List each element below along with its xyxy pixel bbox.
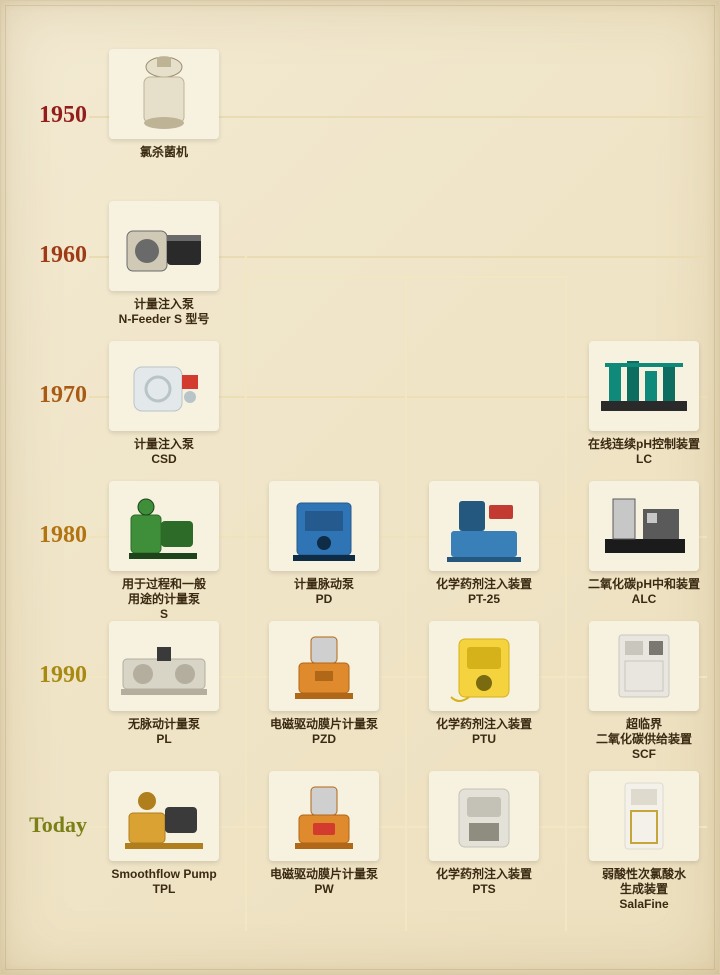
timeline-vline	[565, 276, 567, 931]
product-caption: 无脉动计量泵PL	[89, 717, 239, 747]
year-label: 1950	[17, 102, 87, 129]
product-image	[109, 201, 219, 291]
year-label: Today	[17, 812, 87, 838]
product-image	[269, 621, 379, 711]
product-card: 用于过程和一般用途的计量泵S	[89, 481, 239, 622]
timeline-vline	[405, 276, 407, 931]
timeline-page: 1950 1960 1970 1980 1990 Today 氯杀菌机计量注入泵N-Feed…	[0, 0, 720, 975]
product-card: Smoothflow PumpTPL	[89, 771, 239, 897]
product-card: 化学药剂注入装置PTU	[409, 621, 559, 747]
product-caption: 氯杀菌机	[89, 145, 239, 160]
product-image	[429, 481, 539, 571]
product-caption: 计量注入泵N-Feeder S 型号	[89, 297, 239, 327]
product-caption: 二氧化碳pH中和装置ALC	[569, 577, 719, 607]
product-caption: 化学药剂注入装置PT-25	[409, 577, 559, 607]
product-image	[589, 621, 699, 711]
product-image	[269, 771, 379, 861]
product-image	[589, 481, 699, 571]
product-card: 电磁驱动膜片计量泵PZD	[249, 621, 399, 747]
product-card: 二氧化碳pH中和装置ALC	[569, 481, 719, 607]
product-card: 无脉动计量泵PL	[89, 621, 239, 747]
product-caption: 用于过程和一般用途的计量泵S	[89, 577, 239, 622]
product-image	[109, 621, 219, 711]
product-caption: 电磁驱动膜片计量泵PW	[249, 867, 399, 897]
product-card: 超临界二氧化碳供给装置SCF	[569, 621, 719, 762]
product-image	[429, 771, 539, 861]
product-card: 计量注入泵CSD	[89, 341, 239, 467]
product-card: 计量注入泵N-Feeder S 型号	[89, 201, 239, 327]
product-caption: 电磁驱动膜片计量泵PZD	[249, 717, 399, 747]
product-card: 化学药剂注入装置PTS	[409, 771, 559, 897]
product-image	[109, 49, 219, 139]
product-image	[269, 481, 379, 571]
year-label: 1990	[17, 662, 87, 689]
product-image	[589, 771, 699, 861]
product-image	[109, 481, 219, 571]
year-label: 1960	[17, 242, 87, 269]
product-image	[589, 341, 699, 431]
product-caption: Smoothflow PumpTPL	[89, 867, 239, 897]
year-label: 1980	[17, 522, 87, 549]
product-caption: 计量脉动泵PD	[249, 577, 399, 607]
product-image	[109, 771, 219, 861]
timeline-vline	[245, 256, 247, 931]
product-image	[429, 621, 539, 711]
product-card: 电磁驱动膜片计量泵PW	[249, 771, 399, 897]
product-caption: 在线连续pH控制装置LC	[569, 437, 719, 467]
timeline-branch	[245, 276, 405, 278]
product-image	[109, 341, 219, 431]
product-card: 氯杀菌机	[89, 49, 239, 160]
product-caption: 化学药剂注入装置PTU	[409, 717, 559, 747]
product-card: 弱酸性次氯酸水生成装置SalaFine	[569, 771, 719, 912]
timeline-branch	[405, 276, 565, 278]
product-card: 在线连续pH控制装置LC	[569, 341, 719, 467]
product-caption: 弱酸性次氯酸水生成装置SalaFine	[569, 867, 719, 912]
year-label: 1970	[17, 382, 87, 409]
product-caption: 超临界二氧化碳供给装置SCF	[569, 717, 719, 762]
product-caption: 计量注入泵CSD	[89, 437, 239, 467]
product-card: 化学药剂注入装置PT-25	[409, 481, 559, 607]
product-card: 计量脉动泵PD	[249, 481, 399, 607]
product-caption: 化学药剂注入装置PTS	[409, 867, 559, 897]
